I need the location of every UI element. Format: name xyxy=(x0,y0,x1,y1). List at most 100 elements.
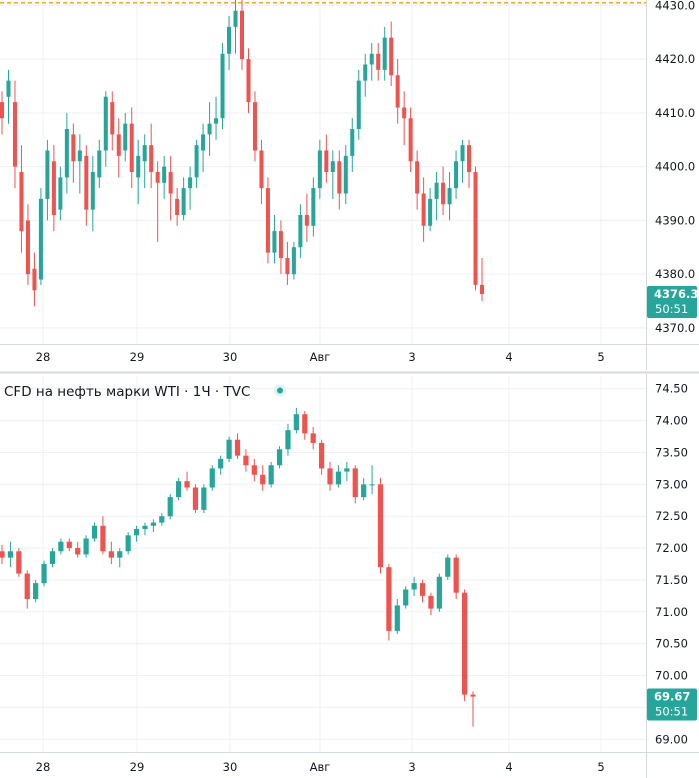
candle-body xyxy=(335,471,342,485)
candle-body xyxy=(251,465,257,475)
time-tick-label: 5 xyxy=(597,350,604,364)
time-tick-label: 30 xyxy=(223,350,238,364)
candle-body xyxy=(0,102,5,119)
candle-body xyxy=(234,439,241,456)
candle-body xyxy=(32,268,37,291)
candle-body xyxy=(116,134,121,156)
candle-body xyxy=(265,188,270,253)
candle-body xyxy=(285,430,291,450)
candle-body xyxy=(155,172,160,183)
last-price-label: 4376.3 xyxy=(654,287,698,301)
time-tick-label: 29 xyxy=(130,760,145,774)
candle-body xyxy=(16,551,22,574)
candle-body xyxy=(291,247,296,275)
candle-body xyxy=(302,414,308,434)
candle-body xyxy=(337,161,342,194)
candle-body xyxy=(91,525,98,539)
top-pane: 4430.0 4420.0 4410.0 4400.0 4390.0 4380.0 4370… xyxy=(0,0,699,370)
candle-body xyxy=(285,258,290,275)
candle-body xyxy=(350,129,355,156)
candle-body xyxy=(310,433,316,443)
symbol-legend-title[interactable]: CFD на нефть марки WTI · 1Ч · TVC xyxy=(4,384,250,400)
top-candles xyxy=(0,0,485,307)
price-tick-label: 72.00 xyxy=(655,541,688,555)
price-tick-label: 4380.0 xyxy=(655,267,695,281)
candle-body xyxy=(479,284,485,295)
candle-body xyxy=(24,573,30,600)
candle-body xyxy=(369,484,375,486)
candle-body xyxy=(0,551,5,558)
candle-body xyxy=(194,145,199,178)
candle-body xyxy=(41,564,47,584)
candle-body xyxy=(12,102,17,167)
candle-body xyxy=(84,155,89,210)
candle-body xyxy=(419,583,426,596)
candle-body xyxy=(227,26,232,54)
candle-body xyxy=(386,567,392,631)
candle-body xyxy=(445,557,451,577)
price-tick-label: 4430.0 xyxy=(655,0,695,12)
candle-body xyxy=(470,694,476,697)
candle-body xyxy=(207,123,212,135)
candle-body xyxy=(38,198,43,280)
candle-body xyxy=(188,177,193,189)
time-tick-label: 4 xyxy=(505,350,512,364)
candle-body xyxy=(259,150,264,189)
time-tick-label: 3 xyxy=(408,760,415,774)
candle-body xyxy=(344,468,350,472)
candle-body xyxy=(311,188,316,226)
time-tick-label: 3 xyxy=(408,350,415,364)
candle-body xyxy=(268,465,274,485)
candle-body xyxy=(304,215,309,226)
candle-body xyxy=(83,538,89,555)
candle-body xyxy=(428,198,433,226)
candle-body xyxy=(415,161,420,194)
candle-body xyxy=(175,198,180,215)
candle-body xyxy=(276,449,283,466)
candle-body xyxy=(252,102,257,151)
candle-body xyxy=(129,123,134,172)
candle-body xyxy=(103,96,108,151)
top-price-axis[interactable]: 4430.0 4420.0 4410.0 4400.0 4390.0 4380.0 4370… xyxy=(655,0,695,335)
candle-body xyxy=(150,522,157,526)
candle-body xyxy=(436,576,442,609)
candle-body xyxy=(110,102,115,135)
candle-body xyxy=(327,468,333,485)
bottom-time-axis[interactable]: 28 29 30 Авг 3 4 5 xyxy=(36,760,605,774)
candle-body xyxy=(64,129,69,178)
candle-body xyxy=(243,455,249,466)
price-tick-label: 74.00 xyxy=(655,414,688,428)
time-tick-label: 4 xyxy=(505,760,512,774)
price-tick-label: 4370.0 xyxy=(655,321,695,335)
price-tick-label: 73.50 xyxy=(655,445,688,459)
candle-body xyxy=(298,215,303,248)
candle-body xyxy=(343,155,348,194)
candle-body xyxy=(460,145,465,162)
top-last-price-tag: 4376.350:51 xyxy=(647,286,698,319)
candle-body xyxy=(395,75,400,108)
candle-body xyxy=(159,516,165,523)
time-tick-label: Авг xyxy=(310,350,331,364)
candle-body xyxy=(376,53,381,70)
candle-body xyxy=(394,605,400,631)
candle-body xyxy=(142,145,147,162)
candle-body xyxy=(90,172,95,210)
candle-body xyxy=(77,150,82,162)
time-tick-label: 5 xyxy=(597,760,604,774)
candle-body xyxy=(75,548,81,555)
candle-body xyxy=(402,107,407,119)
candle-body xyxy=(167,497,173,517)
candle-body xyxy=(330,161,335,172)
candle-body xyxy=(447,188,452,205)
candle-body xyxy=(434,182,439,199)
candle-body xyxy=(142,525,148,529)
candle-body xyxy=(51,161,56,215)
price-tick-label: 70.50 xyxy=(655,637,688,651)
candle-body xyxy=(369,53,374,65)
candle-body xyxy=(246,59,251,103)
top-time-axis[interactable]: 28 29 30 Авг 3 4 5 xyxy=(36,350,605,364)
bar-countdown-label: 50:51 xyxy=(655,705,688,719)
candle-body xyxy=(239,10,245,60)
candle-body xyxy=(454,161,459,189)
